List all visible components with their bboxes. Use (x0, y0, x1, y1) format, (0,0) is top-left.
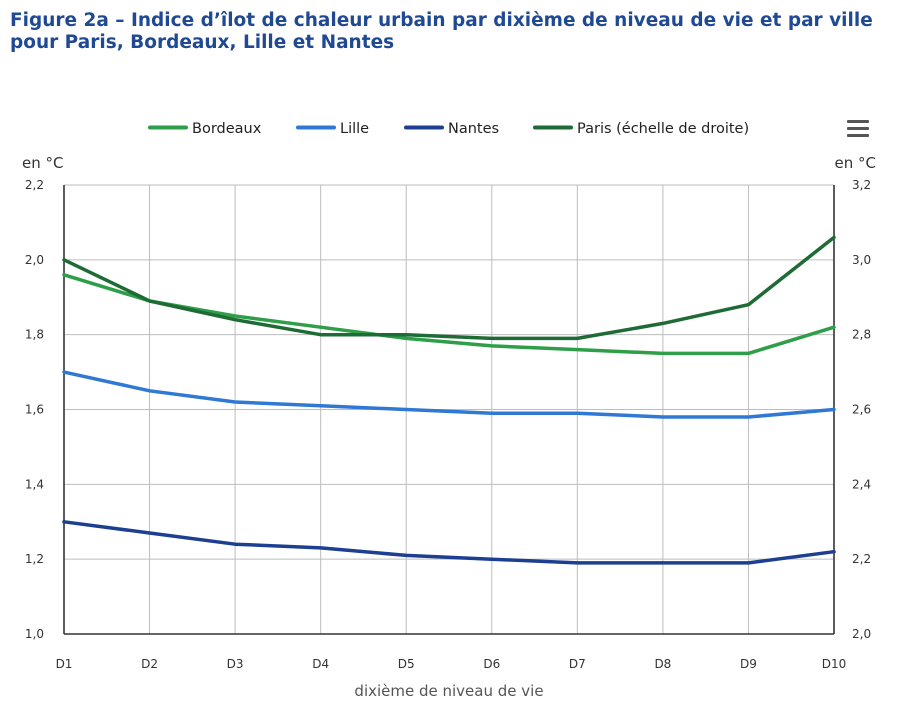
chart-menu-button[interactable] (847, 120, 869, 137)
x-tick-label: D8 (654, 657, 671, 671)
x-tick-label: D3 (227, 657, 244, 671)
x-axis-title: dixième de niveau de vie (354, 682, 543, 700)
series-line-paris (62, 235, 836, 341)
x-tick-label: D5 (398, 657, 415, 671)
series-line-lille (62, 370, 836, 419)
right-axis-unit-label: en °C (835, 154, 876, 172)
x-tick-label: D1 (56, 657, 73, 671)
legend: Bordeaux Lille Nantes Paris (échelle de dro… (148, 121, 749, 137)
x-tick-label: D10 (822, 657, 847, 671)
legend-label: Paris (échelle de droite) (577, 121, 749, 137)
left-y-tick-label: 1,8 (25, 328, 44, 342)
legend-label: Lille (340, 121, 369, 137)
series-line-nantes (62, 520, 836, 565)
left-y-tick-label: 1,0 (25, 627, 44, 641)
legend-label: Nantes (448, 121, 499, 137)
left-y-tick-label: 1,4 (25, 477, 44, 491)
grid (64, 184, 834, 635)
series-lines (62, 235, 836, 565)
chart-title: Figure 2a – Indice d’îlot de chaleur urb… (10, 10, 873, 53)
x-tick-label: D6 (483, 657, 500, 671)
left-y-tick-label: 2,2 (25, 178, 44, 192)
right-y-tick-label: 3,2 (852, 178, 871, 192)
left-axis-unit-label: en °C (22, 154, 63, 172)
right-y-tick-label: 2,0 (852, 627, 871, 641)
right-y-tick-label: 3,0 (852, 253, 871, 267)
legend-item-paris[interactable]: Paris (échelle de droite) (533, 121, 749, 137)
left-y-tick-label: 2,0 (25, 253, 44, 267)
legend-label: Bordeaux (192, 121, 262, 137)
legend-item-lille[interactable]: Lille (296, 121, 369, 137)
axes: 1,0 1,2 1,4 1,6 1,8 2,0 2,2 2,0 2,2 2,4 2,6 2,8 3,0 3… (22, 154, 876, 700)
legend-item-nantes[interactable]: Nantes (404, 121, 499, 137)
left-y-tick-label: 1,6 (25, 403, 44, 417)
x-tick-label: D4 (312, 657, 329, 671)
right-y-tick-label: 2,6 (852, 403, 871, 417)
right-y-tick-label: 2,4 (852, 477, 871, 491)
x-tick-label: D2 (141, 657, 158, 671)
x-tick-label: D7 (569, 657, 586, 671)
x-tick-label: D9 (740, 657, 757, 671)
legend-item-bordeaux[interactable]: Bordeaux (148, 121, 262, 137)
right-y-tick-label: 2,2 (852, 552, 871, 566)
right-y-tick-label: 2,8 (852, 328, 871, 342)
left-y-tick-label: 1,2 (25, 552, 44, 566)
hamburger-menu-icon (847, 120, 869, 137)
series-line-bordeaux (62, 273, 836, 356)
